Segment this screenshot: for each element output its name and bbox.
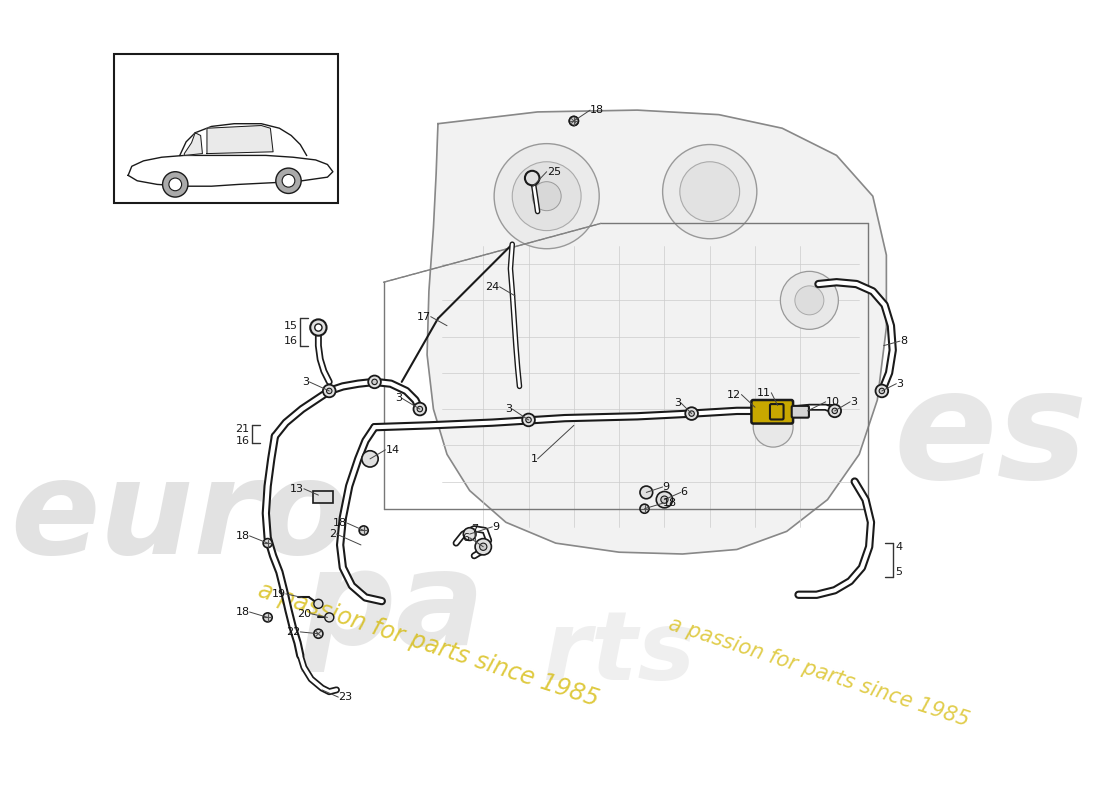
- Text: 19: 19: [272, 589, 286, 599]
- Circle shape: [780, 271, 838, 330]
- Circle shape: [879, 388, 884, 394]
- Circle shape: [494, 144, 600, 249]
- Text: 3: 3: [850, 397, 857, 407]
- Text: 24: 24: [485, 282, 499, 292]
- Circle shape: [480, 543, 487, 550]
- Circle shape: [522, 414, 535, 426]
- Circle shape: [754, 407, 793, 447]
- Text: 3: 3: [896, 378, 903, 389]
- Circle shape: [310, 319, 327, 336]
- Circle shape: [323, 385, 336, 398]
- Circle shape: [315, 324, 322, 331]
- Text: 3: 3: [302, 377, 309, 387]
- Circle shape: [362, 450, 378, 467]
- Text: 10: 10: [826, 397, 839, 407]
- Text: es: es: [893, 362, 1088, 510]
- Text: 12: 12: [727, 390, 741, 399]
- Text: 13: 13: [290, 484, 304, 494]
- Text: 18: 18: [235, 607, 250, 617]
- Text: 25: 25: [547, 166, 561, 177]
- Text: 17: 17: [417, 312, 431, 322]
- FancyBboxPatch shape: [770, 404, 783, 419]
- Circle shape: [372, 379, 377, 385]
- Text: a passion for parts since 1985: a passion for parts since 1985: [666, 614, 971, 730]
- Text: 4: 4: [895, 542, 903, 552]
- Text: 3: 3: [505, 404, 513, 414]
- Circle shape: [417, 406, 422, 412]
- Text: 22: 22: [286, 627, 300, 637]
- Polygon shape: [128, 155, 333, 186]
- Text: euro: euro: [10, 454, 350, 582]
- Text: 18: 18: [333, 518, 348, 528]
- Polygon shape: [427, 110, 887, 554]
- Circle shape: [532, 182, 561, 210]
- Circle shape: [276, 168, 301, 194]
- Circle shape: [368, 375, 381, 388]
- Text: 15: 15: [284, 321, 297, 330]
- Text: 7: 7: [471, 524, 477, 534]
- FancyBboxPatch shape: [751, 400, 793, 423]
- Text: 16: 16: [235, 436, 250, 446]
- Circle shape: [314, 599, 323, 608]
- Circle shape: [832, 408, 837, 414]
- Circle shape: [657, 491, 672, 508]
- Circle shape: [689, 411, 694, 416]
- Circle shape: [662, 145, 757, 238]
- Circle shape: [640, 486, 652, 498]
- Circle shape: [263, 538, 272, 548]
- Circle shape: [685, 407, 698, 420]
- Circle shape: [828, 405, 842, 418]
- Text: 3: 3: [673, 398, 681, 408]
- Circle shape: [570, 117, 579, 126]
- Circle shape: [525, 171, 539, 186]
- Text: pa: pa: [301, 545, 484, 672]
- Text: 14: 14: [385, 445, 399, 455]
- Circle shape: [327, 388, 332, 394]
- Text: 11: 11: [757, 388, 771, 398]
- Circle shape: [513, 162, 581, 230]
- Text: a passion for parts since 1985: a passion for parts since 1985: [255, 578, 603, 711]
- Text: 8: 8: [900, 336, 908, 346]
- Circle shape: [876, 385, 888, 398]
- Text: 18: 18: [235, 531, 250, 541]
- Bar: [312, 490, 333, 503]
- Polygon shape: [207, 126, 273, 154]
- Circle shape: [640, 504, 649, 514]
- Polygon shape: [185, 133, 202, 155]
- Circle shape: [463, 528, 476, 541]
- Circle shape: [359, 526, 369, 535]
- Circle shape: [314, 629, 323, 638]
- Text: 1: 1: [530, 454, 538, 464]
- Circle shape: [570, 117, 579, 126]
- Text: 23: 23: [339, 692, 352, 702]
- Text: rts: rts: [543, 607, 695, 700]
- Text: 21: 21: [235, 424, 250, 434]
- Circle shape: [661, 496, 668, 503]
- Text: 9: 9: [662, 482, 670, 492]
- Text: 16: 16: [284, 336, 297, 346]
- Circle shape: [475, 538, 492, 555]
- Polygon shape: [179, 124, 307, 155]
- Text: 5: 5: [895, 567, 902, 577]
- Text: 2: 2: [329, 529, 337, 539]
- Text: 9: 9: [493, 522, 499, 532]
- Text: 18: 18: [591, 105, 604, 115]
- Circle shape: [414, 402, 426, 415]
- Bar: [113, 54, 339, 203]
- Circle shape: [169, 178, 182, 190]
- Circle shape: [680, 162, 739, 222]
- Circle shape: [324, 613, 333, 622]
- Text: 3: 3: [395, 393, 402, 403]
- Circle shape: [526, 418, 531, 422]
- FancyBboxPatch shape: [792, 406, 808, 418]
- Circle shape: [795, 286, 824, 315]
- Text: 20: 20: [297, 609, 311, 618]
- Circle shape: [163, 172, 188, 197]
- Circle shape: [282, 174, 295, 187]
- Text: 6: 6: [463, 533, 470, 542]
- Text: 18: 18: [662, 498, 676, 508]
- Text: 6: 6: [681, 487, 688, 498]
- Circle shape: [263, 613, 272, 622]
